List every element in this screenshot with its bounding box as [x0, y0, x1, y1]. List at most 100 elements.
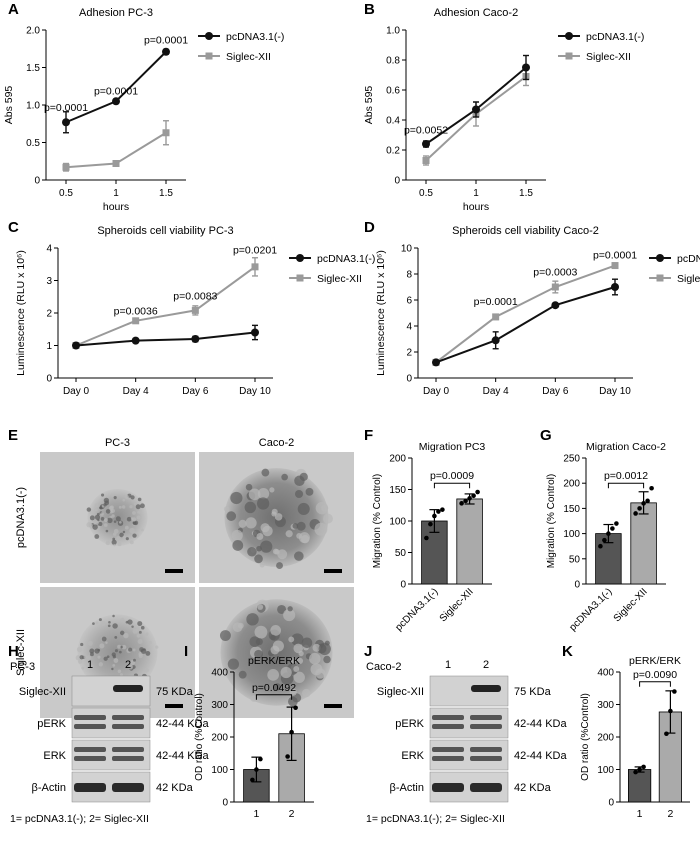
cell-texture [254, 554, 263, 564]
cell-texture [112, 614, 115, 618]
cell-texture [122, 535, 126, 539]
y-tick-label: 8 [406, 270, 412, 281]
cell-texture [108, 620, 111, 624]
replicate-point [637, 506, 642, 511]
cell-texture [117, 542, 122, 547]
cell-texture [119, 673, 123, 677]
cell-texture [254, 649, 263, 659]
cell-texture [129, 505, 133, 509]
cell-texture [272, 640, 284, 652]
cell-texture [298, 532, 310, 544]
cell-texture [106, 655, 110, 659]
cell-texture [92, 622, 95, 625]
micrograph-Caco-2-Siglec-XII [199, 587, 354, 718]
cell-texture [90, 664, 94, 669]
cell-texture [277, 549, 288, 560]
protein-band [112, 783, 144, 792]
y-axis-label: Abs 595 [363, 86, 375, 125]
replicate-point [436, 509, 441, 514]
protein-band [112, 724, 144, 729]
x-tick-label: 1 [473, 188, 479, 199]
data-point-siglec [132, 317, 140, 325]
protein-band [432, 783, 464, 792]
panel-letter-J: J [364, 643, 372, 660]
cell-texture [285, 530, 293, 538]
legend-marker [205, 52, 213, 60]
cell-texture [244, 501, 257, 514]
y-tick-label: 0 [222, 798, 228, 809]
cell-texture [247, 546, 257, 557]
data-point-ctrl [432, 358, 440, 367]
cell-texture [257, 487, 270, 500]
cell-texture [111, 514, 115, 518]
micrograph-row-label: Siglec-XII [15, 629, 27, 676]
replicate-point [258, 756, 263, 762]
cell-texture [100, 512, 104, 516]
cell-texture [322, 513, 333, 524]
scale-bar [165, 704, 183, 708]
significance-bracket [639, 681, 671, 687]
chart-title: Migration Caco-2 [586, 441, 666, 453]
cell-texture [223, 506, 230, 512]
replicate-point [645, 498, 650, 504]
x-axis-label: hours [463, 201, 489, 213]
y-tick-label: 200 [211, 733, 228, 744]
cell-texture [261, 468, 270, 477]
cell-texture [144, 667, 149, 673]
y-tick-label: 2 [46, 309, 52, 320]
cell-texture [294, 489, 304, 499]
p-value: p=0.0201 [233, 245, 277, 257]
western-blots-layer: HPC-3 1 2 Siglec-XII 75 KDa pERK 42-44 KDa ERK 4… [8, 643, 567, 825]
blot-size-label: 42-44 KDa [514, 750, 567, 762]
cell-texture [123, 632, 129, 639]
replicate-point [250, 777, 255, 783]
replicate-point [649, 485, 654, 491]
legend-label: pcDNA3.1(-) [226, 31, 284, 43]
y-tick-label: 200 [597, 733, 614, 744]
cell-texture [77, 659, 83, 664]
bar [630, 502, 657, 585]
blot-strip [71, 707, 151, 739]
cell-texture [119, 630, 125, 636]
blot-size-label: 42-44 KDa [514, 718, 567, 730]
replicate-point [614, 521, 619, 526]
cell-texture [113, 544, 116, 547]
cell-texture [270, 625, 282, 636]
y-tick-label: 150 [563, 504, 580, 515]
replicate-point [475, 489, 480, 495]
blot-size-label: 42 KDa [156, 782, 194, 794]
data-point-ctrl [131, 336, 140, 345]
y-tick-label: 4 [46, 244, 52, 255]
x-tick-label: Day 0 [423, 386, 450, 397]
cell-texture [137, 497, 142, 502]
cell-texture [97, 655, 101, 659]
replicate-point [602, 537, 607, 543]
chart-title: Migration PC3 [419, 441, 486, 453]
data-point-siglec [251, 263, 259, 271]
y-axis-label: OD ratio (%Control) [194, 693, 205, 781]
cell-texture [124, 525, 129, 530]
cell-texture [256, 533, 264, 540]
data-point-ctrl [472, 105, 480, 114]
p-value: p=0.0001 [144, 35, 188, 47]
cell-texture [274, 549, 280, 555]
cell-texture [107, 624, 111, 628]
cell-texture [94, 534, 100, 539]
cell-texture [299, 472, 308, 481]
blot-size-label: 42-44 KDa [156, 718, 209, 730]
replicate-point [254, 767, 259, 772]
y-tick-label: 100 [597, 765, 614, 776]
cell-texture [131, 625, 134, 629]
p-value: p=0.0003 [533, 266, 577, 278]
cell-texture [292, 523, 299, 529]
p-value: p=0.0090 [633, 669, 677, 681]
lane-label: 2 [125, 659, 131, 671]
cell-texture [105, 509, 111, 514]
y-tick-label: 100 [563, 529, 580, 540]
legend-marker [296, 254, 304, 262]
replicate-point [285, 754, 290, 759]
blot-row-label: Siglec-XII [377, 686, 424, 698]
spheroid [77, 614, 158, 691]
cell-texture [314, 522, 328, 536]
